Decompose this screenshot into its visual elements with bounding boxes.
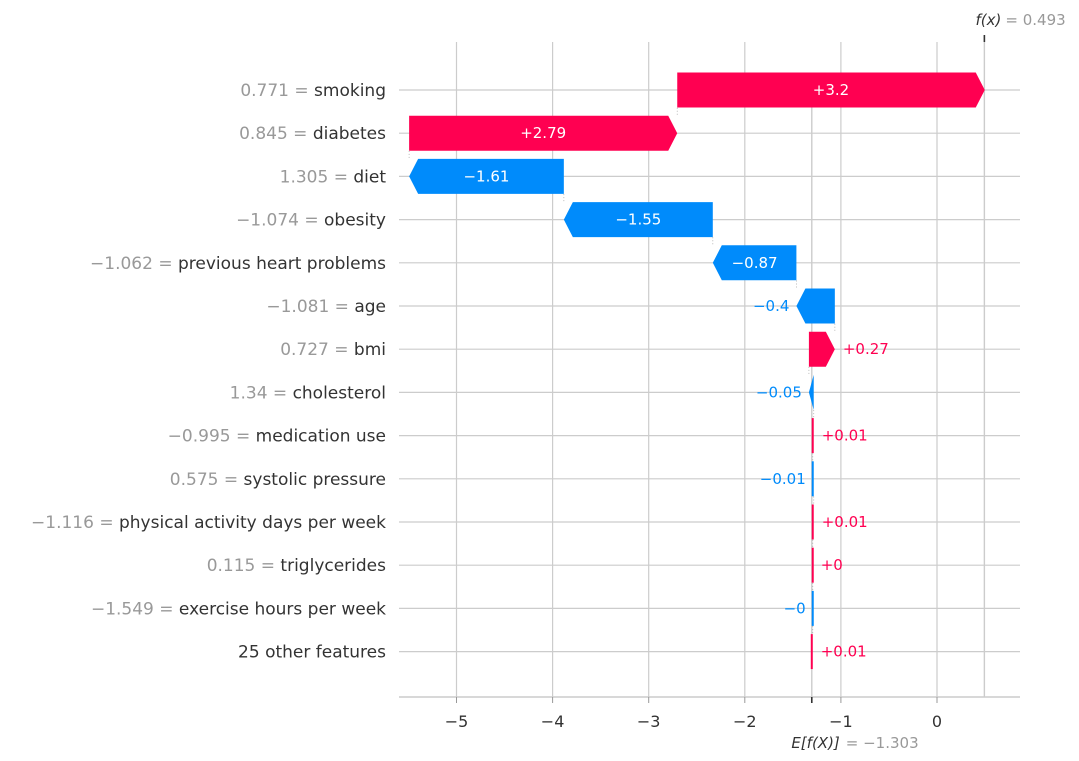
base-value-text: = −1.303 (846, 734, 919, 752)
feature-name: triglycerides (280, 556, 386, 576)
bar-2 (409, 158, 564, 194)
feature-name: systolic pressure (244, 470, 386, 490)
x-tick-label: −5 (445, 712, 469, 731)
bar-7 (808, 374, 814, 410)
x-tick-label: −3 (637, 712, 661, 731)
feature-value: 0.115 = (207, 556, 281, 576)
feature-label: −1.081 = age (266, 297, 386, 317)
feature-value: 0.771 = (240, 81, 314, 101)
bar-label: −0.01 (760, 470, 806, 488)
feature-name: physical activity days per week (119, 513, 386, 533)
feature-name: smoking (314, 81, 386, 101)
bar-label: +0.01 (822, 513, 868, 531)
feature-value: 0.845 = (239, 124, 313, 144)
bar-12 (811, 590, 814, 626)
x-tick-label: −2 (733, 712, 757, 731)
bar-label: +2.79 (520, 124, 566, 142)
bar-11 (811, 547, 814, 583)
bar-13 (810, 634, 813, 670)
bar-label: −0.05 (756, 383, 802, 401)
feature-name: diet (353, 167, 386, 187)
bar-label: +0.01 (822, 427, 868, 445)
bar-label: −0.4 (753, 297, 789, 315)
feature-value: −1.062 = (90, 254, 178, 274)
feature-name: medication use (256, 427, 386, 447)
bar-label: +0.01 (821, 643, 867, 661)
vertical-gridlines (455, 42, 986, 697)
feature-label: 0.771 = smoking (240, 81, 386, 101)
feature-name: exercise hours per week (179, 599, 386, 619)
bar-label: −0 (784, 599, 806, 617)
bar-label: −1.61 (463, 167, 509, 185)
final-value-text: = 0.493 (1005, 11, 1065, 29)
x-tick-label: −1 (829, 712, 853, 731)
feature-value: 0.575 = (170, 470, 244, 490)
feature-value: −1.549 = (91, 599, 179, 619)
final-value-label: f(x) (976, 11, 1002, 29)
bar-5 (796, 288, 835, 324)
feature-value: −0.995 = (168, 427, 256, 447)
bar-label: +0 (821, 556, 843, 574)
feature-name: previous heart problems (178, 254, 386, 274)
contribution-bars: +3.2 +2.79 −1.61 −1.55 −0.87 −0.4 +0.27 −0.05 +0… (408, 72, 985, 670)
bar-label: +0.27 (843, 340, 889, 358)
feature-name: 25 other features (238, 643, 386, 663)
feature-name: age (354, 297, 386, 317)
bar-1 (409, 115, 678, 151)
feature-labels: 0.771 = smoking 0.845 = diabetes 1.305 = d… (31, 81, 386, 663)
bar-9 (811, 461, 814, 497)
bar-6 (808, 331, 835, 367)
feature-label: 1.305 = diet (280, 167, 387, 187)
bar-8 (811, 418, 814, 454)
feature-value: 1.34 = (230, 383, 293, 403)
x-tick-label: 0 (932, 712, 942, 731)
x-tick-label: −4 (541, 712, 565, 731)
feature-value: 0.727 = (280, 340, 354, 360)
bar-label: −1.55 (615, 211, 661, 229)
bar-label: −0.87 (732, 254, 778, 272)
feature-value: −1.074 = (236, 211, 324, 231)
feature-label: −1.074 = obesity (236, 211, 386, 231)
bar-0 (677, 72, 985, 108)
feature-name: bmi (354, 340, 386, 360)
feature-label: −1.062 = previous heart problems (90, 254, 386, 274)
feature-label: −1.549 = exercise hours per week (91, 599, 386, 619)
feature-label: 0.727 = bmi (280, 340, 386, 360)
feature-value: −1.116 = (31, 513, 119, 533)
base-value-label: E[f(X)] (791, 734, 840, 752)
feature-label: 0.575 = systolic pressure (170, 470, 386, 490)
x-axis: −5 −4 −3 −2 −1 0 (399, 35, 1020, 731)
bar-3 (563, 202, 713, 238)
feature-name: diabetes (313, 124, 386, 144)
annotations: f(x) = 0.493 E[f(X)] = −1.303 (791, 11, 1065, 752)
feature-name: obesity (324, 211, 386, 231)
bar-label: +3.2 (813, 81, 849, 99)
feature-label: −0.995 = medication use (168, 427, 386, 447)
bar-10 (811, 504, 814, 540)
bar-4 (712, 245, 797, 281)
feature-label: 1.34 = cholesterol (230, 383, 386, 403)
feature-value: −1.081 = (266, 297, 354, 317)
feature-name: cholesterol (293, 383, 386, 403)
feature-label: −1.116 = physical activity days per week (31, 513, 386, 533)
feature-value: 1.305 = (280, 167, 354, 187)
feature-label: 0.845 = diabetes (239, 124, 386, 144)
feature-label: 0.115 = triglycerides (207, 556, 386, 576)
feature-label: 25 other features (238, 643, 386, 663)
